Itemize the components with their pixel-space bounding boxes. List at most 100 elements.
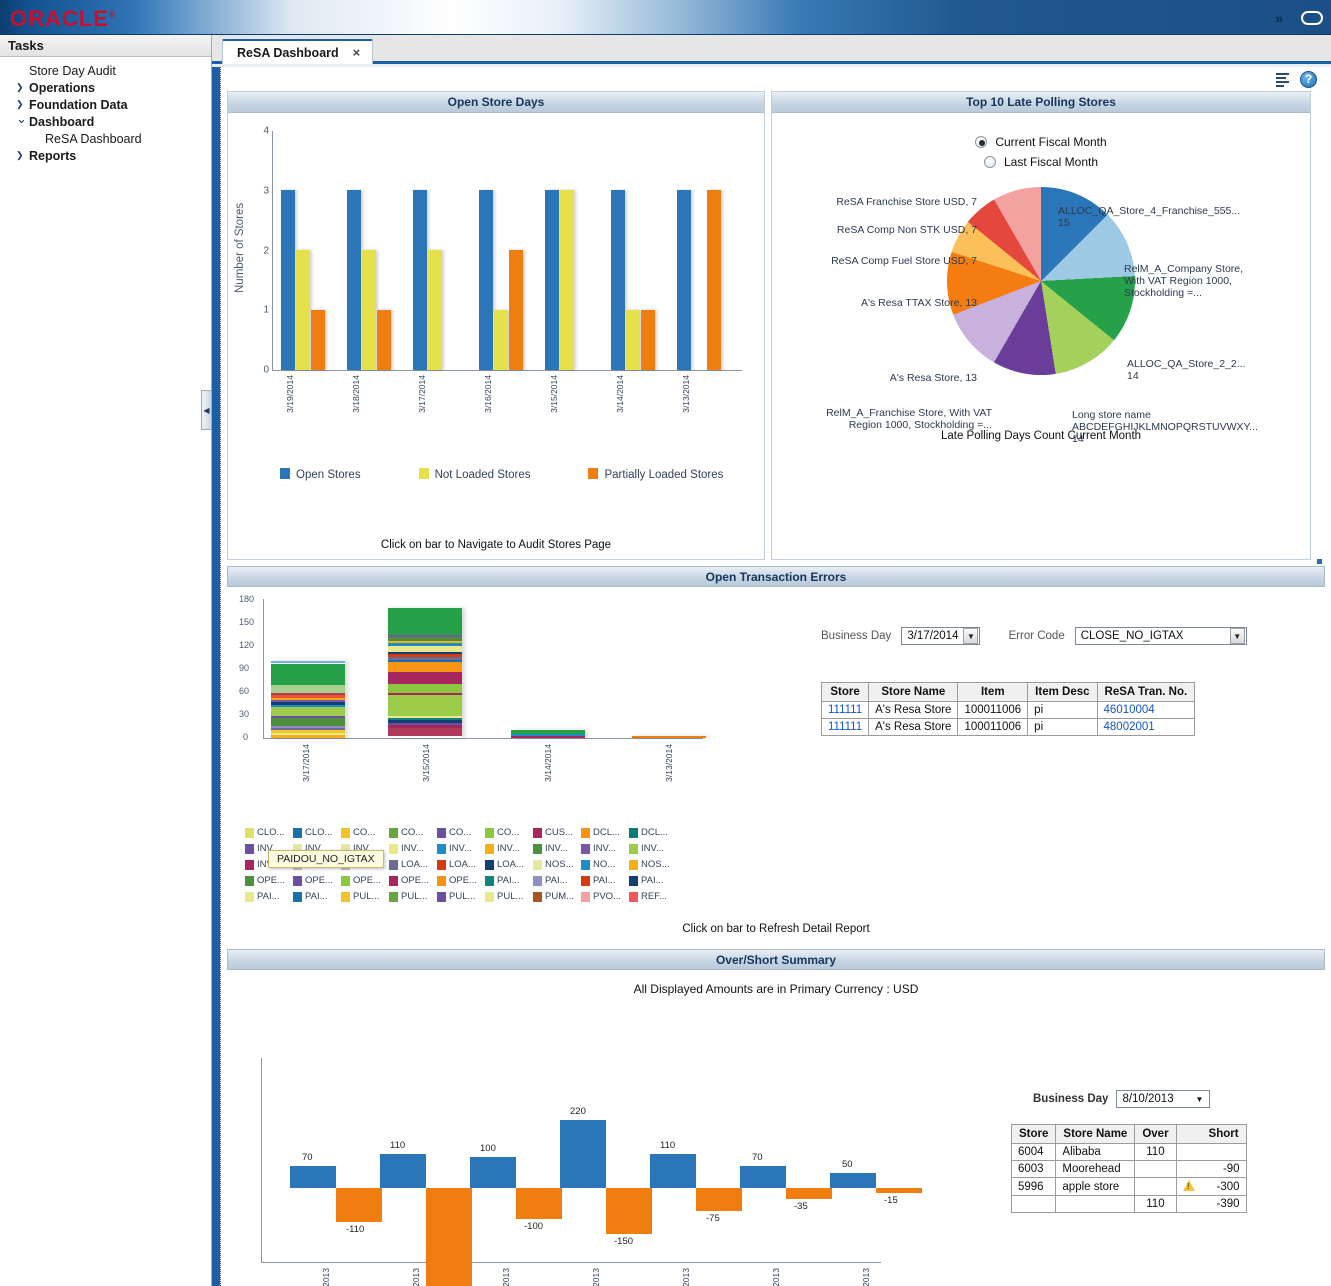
bar-open-stores[interactable]: [479, 190, 493, 370]
legend-item[interactable]: LOA...: [389, 859, 437, 870]
legend-item[interactable]: CO...: [341, 827, 389, 838]
bar-partially-loaded[interactable]: [509, 250, 523, 370]
legend-item[interactable]: INV...: [245, 843, 293, 854]
pie-chart[interactable]: [947, 187, 1135, 375]
bar-not-loaded[interactable]: [362, 250, 376, 370]
legend-item[interactable]: REF...: [629, 891, 677, 902]
bar-not-loaded[interactable]: [626, 310, 640, 370]
user-pill-button[interactable]: [1301, 10, 1323, 25]
bar-short[interactable]: [336, 1188, 382, 1222]
legend-item[interactable]: OPE...: [437, 875, 485, 886]
bar-short[interactable]: [426, 1188, 472, 1286]
bar-open-stores[interactable]: [545, 190, 559, 370]
bar-open-stores[interactable]: [413, 190, 427, 370]
legend-item[interactable]: PUM...: [533, 891, 581, 902]
legend-item[interactable]: PUL...: [437, 891, 485, 902]
tab-resa-dashboard[interactable]: ReSA Dashboard ×: [222, 39, 374, 64]
bar-over[interactable]: [560, 1120, 606, 1188]
radio-current-fiscal-month[interactable]: Current Fiscal Month: [975, 135, 1107, 149]
bar-not-loaded[interactable]: [560, 190, 574, 370]
legend-item[interactable]: OPE...: [245, 875, 293, 886]
bar-over[interactable]: [740, 1166, 786, 1188]
cell-link[interactable]: 111111: [828, 704, 863, 716]
legend-item[interactable]: CO...: [485, 827, 533, 838]
sidebar-item-resa-dashboard[interactable]: ReSA Dashboard: [0, 130, 211, 147]
legend-item[interactable]: CLO...: [245, 827, 293, 838]
bar-over[interactable]: [470, 1157, 516, 1188]
bar-not-loaded[interactable]: [428, 250, 442, 370]
legend-item[interactable]: INV...: [533, 843, 581, 854]
bar-over[interactable]: [830, 1173, 876, 1188]
bar-open-stores[interactable]: [611, 190, 625, 370]
legend-item[interactable]: PAI...: [485, 875, 533, 886]
business-day-select-over-short[interactable]: 8/10/2013 ▼: [1116, 1090, 1211, 1108]
bar-short[interactable]: [696, 1188, 742, 1211]
legend-item[interactable]: PAI...: [245, 891, 293, 902]
legend-item[interactable]: INV...: [485, 843, 533, 854]
bar-short[interactable]: [606, 1188, 652, 1234]
legend-item[interactable]: INV...: [293, 843, 341, 854]
bar-open-stores[interactable]: [677, 190, 691, 370]
legend-item[interactable]: PUL...: [389, 891, 437, 902]
sidebar-item-store-day-audit[interactable]: Store Day Audit: [0, 62, 211, 79]
bar-partially-loaded[interactable]: [641, 310, 655, 370]
legend-item[interactable]: DCL...: [581, 827, 629, 838]
legend-item[interactable]: PVO...: [581, 891, 629, 902]
sidebar-item-reports[interactable]: Reports: [0, 147, 211, 164]
cell-link[interactable]: 111111: [828, 721, 863, 733]
bar-short[interactable]: [876, 1188, 922, 1193]
legend-item[interactable]: CO...: [389, 827, 437, 838]
bar-not-loaded[interactable]: [494, 310, 508, 370]
legend-item[interactable]: CUS...: [533, 827, 581, 838]
legend-item[interactable]: INV...: [437, 843, 485, 854]
business-day-select[interactable]: 3/17/2014 ▼: [901, 627, 981, 645]
view-options-icon[interactable]: [1276, 72, 1292, 87]
legend-item[interactable]: OPE...: [341, 875, 389, 886]
legend-item-open-stores[interactable]: Open Stores: [280, 468, 361, 481]
radio-last-fiscal-month[interactable]: Last Fiscal Month: [983, 155, 1098, 169]
legend-item[interactable]: INV...: [581, 843, 629, 854]
legend-item[interactable]: NO...: [581, 859, 629, 870]
legend-item[interactable]: DCL...: [629, 827, 677, 838]
panel-collapse-handle[interactable]: ◀: [201, 390, 212, 430]
bar-partially-loaded[interactable]: [377, 310, 391, 370]
bar-over[interactable]: [290, 1166, 336, 1188]
bar-over[interactable]: [380, 1154, 426, 1188]
legend-item[interactable]: PUL...: [485, 891, 533, 902]
legend-item[interactable]: LOA...: [437, 859, 485, 870]
stacked-bar-3-13-2014[interactable]: [632, 736, 706, 738]
cell-link[interactable]: 48002001: [1103, 721, 1155, 733]
cell-link[interactable]: 46010004: [1103, 704, 1155, 716]
legend-item-partially-loaded-stores[interactable]: Partially Loaded Stores: [588, 468, 723, 481]
legend-item[interactable]: NOS...: [629, 859, 677, 870]
table-row[interactable]: 111111 A's Resa Store 100011006 pi 48002001: [820, 718, 1196, 736]
legend-item[interactable]: CLO...: [293, 827, 341, 838]
close-icon[interactable]: ×: [352, 45, 361, 60]
bar-partially-loaded[interactable]: [707, 190, 721, 370]
bar-open-stores[interactable]: [281, 190, 295, 370]
table-row[interactable]: 6004 Alibaba 110: [1010, 1143, 1247, 1161]
sidebar-item-dashboard[interactable]: Dashboard: [0, 113, 211, 130]
legend-item[interactable]: PAI...: [293, 891, 341, 902]
legend-item[interactable]: PAI...: [581, 875, 629, 886]
legend-item[interactable]: OPE...: [293, 875, 341, 886]
bar-open-stores[interactable]: [347, 190, 361, 370]
table-row[interactable]: 6003 Moorehead -90: [1010, 1160, 1247, 1178]
legend-item[interactable]: OPE...: [389, 875, 437, 886]
bar-short[interactable]: [786, 1188, 832, 1199]
sidebar-item-operations[interactable]: Operations: [0, 79, 211, 96]
stacked-bar-3-14-2014[interactable]: [511, 730, 585, 738]
sidebar-item-foundation-data[interactable]: Foundation Data: [0, 96, 211, 113]
stacked-bar-3-17-2014[interactable]: [271, 661, 345, 738]
stacked-bar-3-15-2014[interactable]: [388, 608, 462, 738]
legend-item[interactable]: NOS...: [533, 859, 581, 870]
legend-item[interactable]: CO...: [437, 827, 485, 838]
legend-item[interactable]: PAI...: [533, 875, 581, 886]
legend-item-not-loaded-stores[interactable]: Not Loaded Stores: [418, 468, 530, 481]
help-icon[interactable]: ?: [1300, 70, 1317, 88]
bar-partially-loaded[interactable]: [311, 310, 325, 370]
bar-short[interactable]: [516, 1188, 562, 1219]
legend-item[interactable]: PAI...: [629, 875, 677, 886]
legend-item[interactable]: PUL...: [341, 891, 389, 902]
